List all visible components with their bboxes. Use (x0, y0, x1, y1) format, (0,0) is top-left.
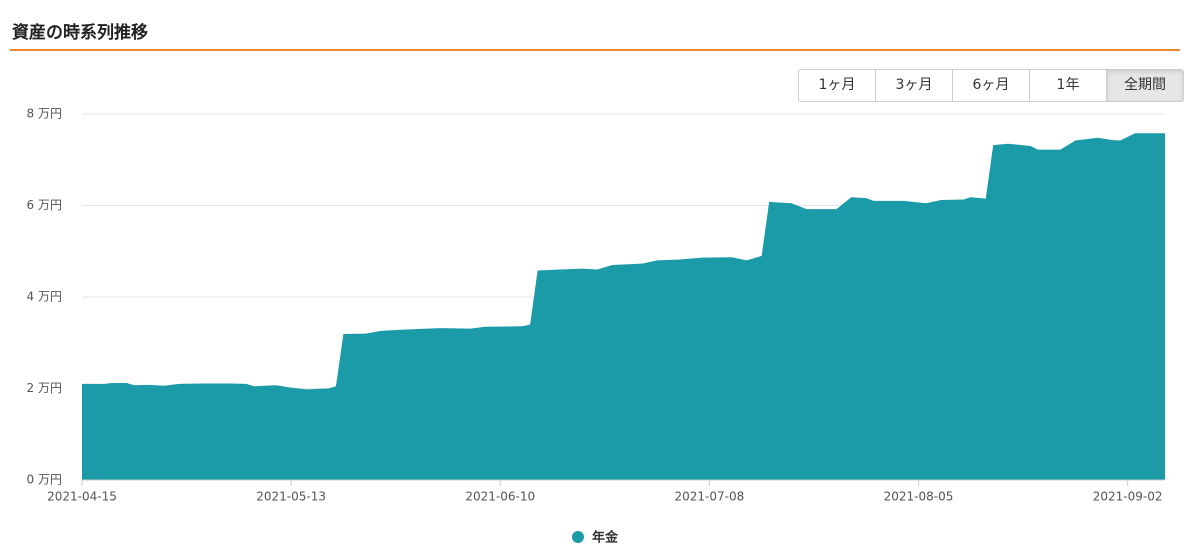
range-button[interactable]: 全期間 (1107, 70, 1183, 101)
range-button[interactable]: 1年 (1030, 70, 1107, 101)
page-title: 資産の時系列推移 (12, 23, 148, 43)
title-rule (10, 49, 1180, 51)
x-tick-label: 2021-08-05 (884, 490, 954, 504)
y-tick-label: 4 万円 (27, 290, 62, 304)
range-button[interactable]: 1ヶ月 (799, 70, 876, 101)
range-button[interactable]: 3ヶ月 (876, 70, 953, 101)
y-tick-label: 8 万円 (27, 107, 62, 121)
range-button[interactable]: 6ヶ月 (953, 70, 1030, 101)
area (82, 133, 1165, 480)
y-tick-label: 2 万円 (27, 381, 62, 395)
y-tick-label: 6 万円 (27, 198, 62, 212)
y-tick-label: 0 万円 (27, 473, 62, 487)
legend-label: 年金 (592, 530, 619, 546)
x-tick-label: 2021-06-10 (465, 490, 535, 504)
legend-marker (572, 531, 584, 543)
range-selector: 1ヶ月 3ヶ月 6ヶ月 1年 全期間 (798, 69, 1184, 102)
x-tick-label: 2021-05-13 (256, 490, 326, 504)
x-tick-label: 2021-04-15 (47, 490, 117, 504)
x-tick-label: 2021-09-02 (1093, 490, 1163, 504)
x-tick-label: 2021-07-08 (675, 490, 745, 504)
